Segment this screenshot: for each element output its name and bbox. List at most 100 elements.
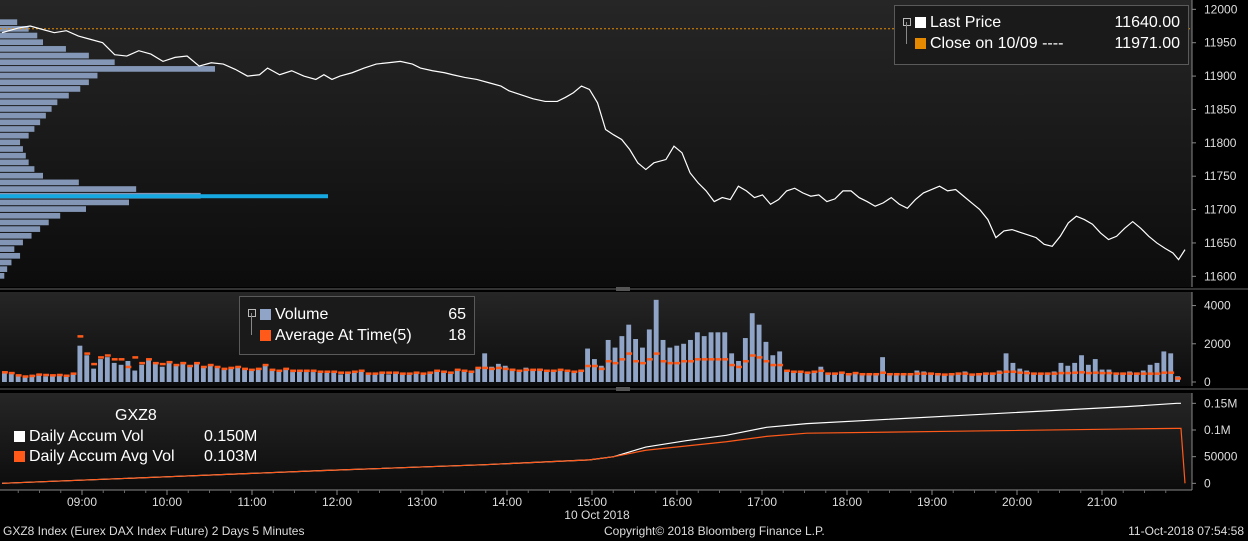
volume-y-tick-label: 0 [1204, 375, 1211, 389]
profile-bar [0, 79, 89, 86]
volume-bar [495, 363, 501, 382]
volume-bar [784, 370, 789, 382]
legend-collapse-icon[interactable] [248, 304, 256, 322]
profile-bar [0, 166, 35, 172]
price-legend[interactable]: Last Price 11640.00 Close on 10/09 ---- … [894, 5, 1189, 65]
volume-bar [708, 332, 714, 382]
average-marker [91, 362, 98, 366]
legend-item-volume[interactable]: Volume [260, 306, 328, 324]
average-marker [1106, 371, 1113, 375]
volume-bar [269, 369, 275, 382]
volume-legend[interactable]: Volume 65 Average At Time(5) 18 [239, 296, 475, 355]
volume-bar [70, 373, 76, 382]
volume-bar [948, 373, 954, 382]
price-y-tick-label: 11600 [1204, 269, 1237, 283]
average-marker [159, 362, 166, 366]
volume-bar [475, 367, 481, 382]
legend-collapse-icon[interactable] [903, 13, 911, 31]
average-marker [468, 370, 475, 373]
average-marker [564, 369, 571, 373]
volume-bar [516, 370, 522, 382]
average-marker [592, 364, 598, 368]
resize-handle[interactable] [616, 387, 630, 391]
average-marker [701, 358, 708, 361]
profile-bar [0, 186, 137, 192]
volume-bar [365, 374, 371, 382]
volume-bar [187, 365, 193, 382]
accum-y-tick-label: 0.1M [1204, 423, 1231, 437]
profile-bar [0, 32, 38, 39]
average-marker [214, 365, 221, 369]
average-marker [921, 372, 928, 375]
legend-label: Close on 10/09 [930, 35, 1038, 52]
volume-bar [461, 370, 467, 382]
volume-bar [338, 374, 344, 382]
resize-handle[interactable] [616, 287, 630, 291]
accum-panel-title: GXZ8 [115, 407, 157, 424]
profile-bar [0, 106, 52, 112]
average-marker [15, 374, 22, 377]
profile-bar [0, 179, 79, 186]
volume-bar [530, 369, 536, 382]
volume-bar [413, 372, 419, 382]
volume-bar [1024, 370, 1030, 382]
profile-bar [0, 39, 43, 46]
legend-item-accum-vol[interactable]: Daily Accum Vol [14, 428, 144, 446]
average-marker [187, 364, 194, 368]
average-marker [893, 372, 900, 376]
average-marker [118, 358, 125, 361]
volume-bar [297, 370, 302, 382]
average-marker [955, 372, 962, 375]
average-marker [1147, 372, 1154, 375]
volume-bar [962, 371, 968, 382]
volume-bar [180, 361, 186, 382]
average-marker [269, 368, 276, 372]
profile-bar [0, 259, 12, 266]
volume-bar [427, 373, 433, 382]
average-marker [887, 372, 893, 376]
volume-bar [1037, 372, 1043, 382]
average-marker [797, 370, 804, 373]
volume-bar [132, 370, 138, 382]
average-marker [125, 365, 132, 369]
average-marker [530, 368, 537, 372]
average-marker [139, 361, 146, 365]
legend-item-last-price[interactable]: Last Price [915, 14, 1001, 32]
volume-bar [564, 370, 570, 382]
profile-bar [0, 72, 98, 79]
average-marker [441, 370, 447, 373]
profile-bar [0, 126, 35, 132]
legend-value: 11640.00 [1114, 14, 1180, 31]
average-marker [324, 370, 331, 373]
average-marker [660, 359, 667, 363]
volume-bar [146, 359, 151, 382]
average-marker [50, 374, 56, 377]
profile-bar [0, 132, 29, 139]
legend-item-average[interactable]: Average At Time(5) [260, 327, 412, 345]
average-marker [248, 368, 255, 372]
average-marker [1079, 371, 1085, 374]
average-marker [543, 369, 550, 373]
volume-bar [36, 373, 42, 382]
x-tick-label: 12:00 [322, 495, 352, 509]
volume-bar [358, 370, 364, 382]
volume-bar [770, 355, 776, 382]
average-marker [880, 371, 886, 374]
average-marker [914, 372, 921, 375]
legend-item-accum-avg-vol[interactable]: Daily Accum Avg Vol [14, 448, 175, 466]
legend-label: Average At Time(5) [275, 327, 412, 344]
average-marker [2, 371, 8, 374]
x-tick-label: 15:00 [577, 495, 607, 509]
average-marker [70, 372, 77, 375]
average-marker [578, 369, 585, 373]
legend-value: 0.103M [204, 448, 258, 465]
average-marker [1017, 371, 1024, 374]
legend-item-close[interactable]: Close on 10/09 ---- [915, 35, 1063, 53]
legend-dash: ---- [1042, 35, 1064, 52]
profile-bar [0, 139, 21, 146]
average-marker [962, 372, 969, 375]
volume-bar [935, 373, 940, 382]
average-marker [1113, 372, 1120, 375]
price-y-tick-label: 11850 [1204, 102, 1237, 116]
